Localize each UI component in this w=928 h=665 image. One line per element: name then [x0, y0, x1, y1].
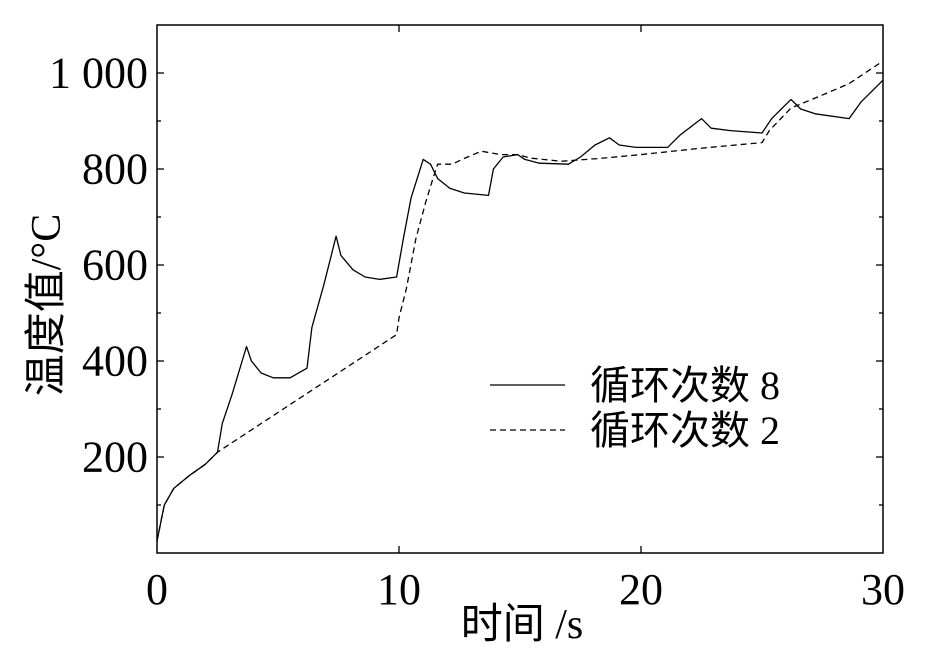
legend-label-cycles-8: 循环次数 8 [590, 363, 780, 408]
series-line-cycles-8 [156, 79, 884, 542]
y-tick-label: 200 [82, 433, 148, 482]
x-tick-label: 0 [146, 565, 168, 614]
y-tick-label: 600 [82, 241, 148, 290]
y-axis-label: 温度值/°C [24, 214, 70, 396]
legend: 循环次数 8 循环次数 2 [490, 363, 780, 453]
y-tick-label: 400 [82, 337, 148, 386]
x-tick-label: 30 [861, 565, 905, 614]
series-layer [156, 60, 884, 542]
x-tick-label: 20 [619, 565, 663, 614]
plot-frame [156, 24, 884, 554]
x-axis-label: 时间 /s [461, 602, 584, 648]
y-tick-label: 1 000 [49, 49, 148, 98]
x-tick-label: 10 [377, 565, 421, 614]
axes: 200 400 600 800 1 000 0 10 20 30 [49, 24, 905, 614]
series-line-cycles-2 [156, 60, 884, 542]
legend-label-cycles-2: 循环次数 2 [590, 408, 780, 453]
y-tick-label: 800 [82, 145, 148, 194]
